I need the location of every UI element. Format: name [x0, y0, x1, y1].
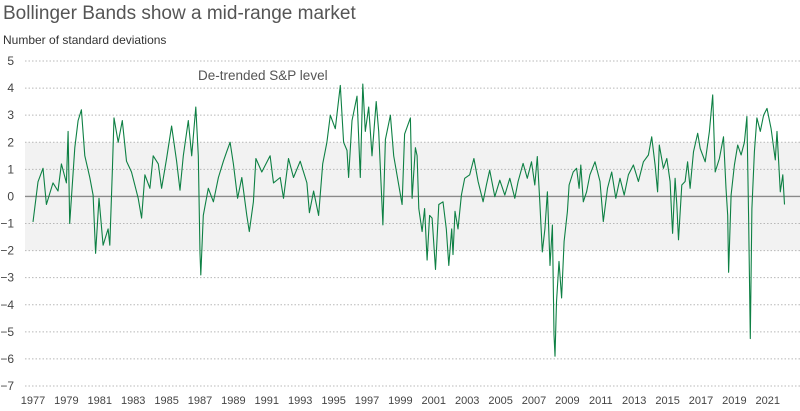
x-tick-label: 1997 [355, 395, 379, 407]
x-tick-label: 2013 [622, 395, 646, 407]
x-tick-label: 2003 [455, 395, 479, 407]
y-tick-label: 1 [7, 162, 14, 176]
x-tick-label: 1991 [255, 395, 279, 407]
y-tick-label: 0 [7, 189, 14, 203]
y-tick-label: −5 [0, 325, 14, 339]
x-tick-label: 1989 [221, 395, 245, 407]
x-tick-label: 1999 [388, 395, 412, 407]
y-tick-label: −2 [0, 244, 14, 258]
x-tick-label: 2011 [589, 395, 613, 407]
x-tick-label: 2009 [555, 395, 579, 407]
chart-title: Bollinger Bands show a mid-range market [3, 3, 356, 24]
x-tick-label: 2021 [756, 395, 780, 407]
y-tick-label: 3 [7, 108, 14, 122]
series-annotation: De-trended S&P level [198, 68, 328, 83]
x-tick-label: 1995 [321, 395, 345, 407]
x-tick-label: 2001 [422, 395, 446, 407]
x-tick-label: 1993 [288, 395, 312, 407]
y-tick-label: −6 [0, 352, 14, 366]
x-tick-label: 2007 [522, 395, 546, 407]
y-tick-label: −4 [0, 298, 14, 312]
y-tick-label: −7 [0, 379, 14, 393]
x-tick-label: 1977 [21, 395, 45, 407]
x-tick-label: 1979 [54, 395, 78, 407]
y-tick-label: −1 [0, 217, 14, 231]
x-tick-label: 1987 [188, 395, 212, 407]
x-tick-label: 1985 [154, 395, 178, 407]
x-tick-label: 2005 [488, 395, 512, 407]
y-tick-label: 5 [7, 54, 14, 68]
x-tick-label: 2017 [689, 395, 713, 407]
y-tick-label: 4 [7, 81, 14, 95]
series-line-detrended-sp [32, 83, 786, 357]
y-axis-label: Number of standard deviations [3, 33, 167, 47]
x-tick-label: 1983 [121, 395, 145, 407]
x-tick-label: 2019 [722, 395, 746, 407]
y-tick-label: −3 [0, 271, 14, 285]
y-tick-label: 2 [7, 135, 14, 149]
x-tick-label: 1981 [88, 395, 112, 407]
x-tick-label: 2015 [655, 395, 679, 407]
